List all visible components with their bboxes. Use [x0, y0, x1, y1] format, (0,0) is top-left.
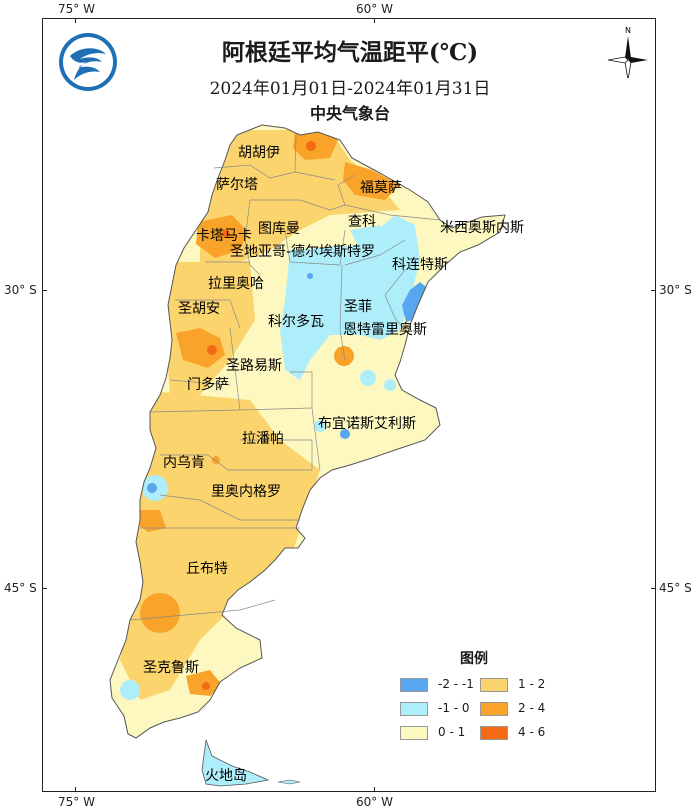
- tick-mark: [651, 588, 656, 589]
- region-label-santiago-del-estero: 圣地亚哥-德尔埃斯特罗: [230, 244, 375, 260]
- region-label-santa-cruz: 圣克鲁斯: [143, 660, 199, 676]
- region-label-san-juan: 圣胡安: [178, 301, 220, 317]
- tick-mark: [651, 290, 656, 291]
- region-label-formosa: 福莫萨: [360, 180, 402, 196]
- legend: 图例 -2 - -1 1 - 2 -1 - 0 2 - 4 0 - 1 4 - …: [396, 646, 580, 746]
- legend-swatch: [480, 726, 508, 740]
- region-label-mendoza: 门多萨: [187, 376, 229, 393]
- tick-mark: [374, 18, 375, 23]
- legend-label: 0 - 1: [438, 725, 466, 739]
- region-label-tierra-del-fuego: 火地岛: [205, 768, 247, 784]
- tick-mark: [42, 290, 47, 291]
- region-label-jujuy: 胡胡伊: [238, 145, 280, 161]
- map-title: 阿根廷平均气温距平(℃): [221, 39, 479, 66]
- legend-swatch: [400, 678, 428, 692]
- compass-n-label: N: [625, 26, 631, 35]
- legend-label: 1 - 2: [518, 677, 546, 691]
- region-label-salta: 萨尔塔: [216, 177, 258, 193]
- tick-mark: [75, 18, 76, 23]
- tick-mark: [75, 787, 76, 792]
- legend-swatch: [400, 702, 428, 716]
- region-label-catamarca: 卡塔马卡: [196, 228, 252, 244]
- legend-swatch: [480, 678, 508, 692]
- region-label-corrientes: 科连特斯: [392, 257, 448, 273]
- date-range: 2024年01月01日-2024年01月31日: [209, 79, 491, 99]
- tick-mark: [42, 588, 47, 589]
- region-label-santa-fe: 圣菲: [344, 299, 372, 315]
- lon-tick-top-60w: 60° W: [356, 2, 393, 16]
- region-label-entre-rios: 恩特雷里奥斯: [343, 321, 427, 338]
- region-label-buenos-aires: 布宜诺斯艾利斯: [318, 416, 416, 432]
- lat-tick-right-45s: 45° S: [659, 581, 692, 595]
- legend-label: 2 - 4: [518, 701, 546, 715]
- lon-tick-top-75w: 75° W: [58, 2, 95, 16]
- lat-tick-right-30s: 30° S: [659, 283, 692, 297]
- region-label-san-luis: 圣路易斯: [226, 358, 282, 374]
- legend-label: 4 - 6: [518, 725, 546, 739]
- tick-mark: [374, 787, 375, 792]
- legend-swatch: [400, 726, 428, 740]
- region-label-cordoba: 科尔多瓦: [268, 313, 324, 330]
- lon-tick-bottom-60w: 60° W: [356, 795, 393, 809]
- lon-tick-bottom-75w: 75° W: [58, 795, 95, 809]
- lat-tick-left-30s: 30° S: [4, 283, 37, 297]
- lat-tick-left-45s: 45° S: [4, 581, 37, 595]
- region-label-rio-negro: 里奥内格罗: [211, 483, 281, 500]
- legend-label: -2 - -1: [438, 677, 474, 691]
- region-label-tucuman: 图库曼: [258, 221, 300, 237]
- north-arrow-icon: N: [607, 26, 648, 78]
- legend-label: -1 - 0: [438, 701, 470, 715]
- legend-swatch: [480, 702, 508, 716]
- agency-name: 中央气象台: [309, 104, 390, 123]
- region-label-misiones: 米西奥斯内斯: [440, 219, 524, 236]
- region-label-la-pampa: 拉潘帕: [242, 431, 284, 447]
- cma-logo-icon: [59, 33, 117, 91]
- region-label-neuquen: 内乌肯: [163, 455, 205, 471]
- region-label-chaco: 查科: [348, 214, 376, 230]
- region-label-chubut: 丘布特: [186, 561, 228, 577]
- legend-title: 图例: [460, 651, 488, 667]
- region-label-la-rioja: 拉里奥哈: [208, 275, 264, 292]
